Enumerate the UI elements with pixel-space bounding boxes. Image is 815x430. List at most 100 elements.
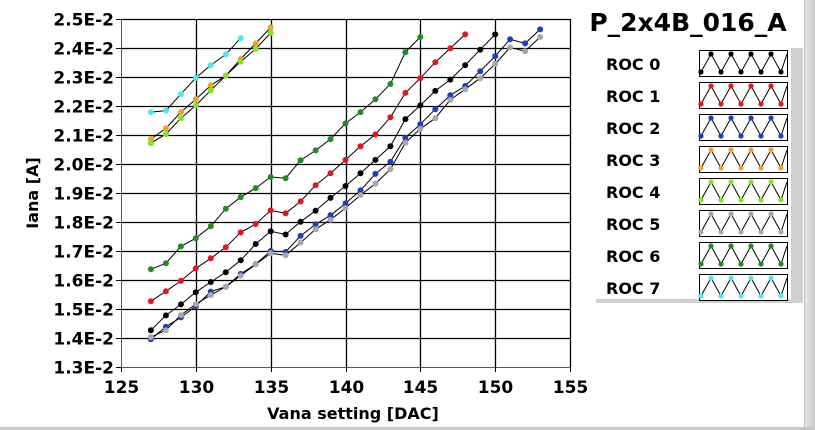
y-tick-label: 1.8E-2 (53, 214, 114, 234)
data-point (222, 205, 229, 212)
legend-marker (768, 179, 774, 185)
x-tick-label: 155 (553, 378, 589, 398)
data-point (207, 292, 214, 299)
series-line (150, 34, 466, 302)
data-point (402, 139, 409, 146)
window-bottom-edge (0, 427, 815, 430)
legend-marker (778, 69, 784, 75)
data-point (387, 166, 394, 173)
series-roc-7 (147, 35, 244, 116)
y-tick-label: 2.4E-2 (53, 40, 114, 60)
series-layer (147, 24, 544, 343)
data-point (327, 136, 334, 143)
legend-marker (778, 101, 784, 107)
series-roc-3 (147, 24, 274, 143)
data-point (147, 334, 154, 341)
legend-label: ROC 7 (606, 279, 660, 298)
y-tick-label: 1.3E-2 (53, 359, 114, 379)
data-point (252, 40, 259, 47)
data-point (492, 61, 499, 67)
data-point (312, 147, 319, 154)
data-point (297, 239, 304, 246)
data-point (327, 194, 334, 201)
data-point (177, 301, 184, 308)
data-point (297, 218, 304, 225)
y-tick-label: 1.4E-2 (53, 330, 114, 350)
legend-marker (758, 165, 764, 171)
data-point (177, 91, 184, 98)
data-point (192, 235, 199, 242)
legend-zigzag (700, 244, 788, 266)
legend-marker (718, 197, 724, 203)
legend-zigzag (700, 84, 788, 106)
y-tick-label: 2.1E-2 (53, 127, 114, 147)
data-point (207, 279, 214, 285)
data-point (357, 187, 364, 194)
legend-marker (758, 261, 764, 267)
data-point (162, 288, 169, 295)
legend-item-roc-2: ROC 2 (606, 114, 788, 141)
data-point (282, 252, 289, 259)
chart-title: P_2x4B_016_A (589, 8, 787, 37)
legend-marker (778, 197, 784, 203)
data-point (342, 205, 349, 212)
legend-marker (748, 83, 754, 89)
legend-marker (708, 243, 714, 249)
legend-marker (728, 83, 734, 89)
legend-item-roc-3: ROC 3 (606, 146, 788, 173)
legend-marker (738, 133, 744, 139)
legend-marker (708, 275, 714, 281)
data-point (177, 312, 184, 319)
legend-marker (728, 115, 734, 121)
legend-marker (768, 51, 774, 57)
legend-marker (778, 229, 784, 235)
y-tick-label: 2.5E-2 (53, 11, 114, 31)
legend-marker (718, 133, 724, 139)
data-point (252, 241, 259, 247)
legend-marker (748, 51, 754, 57)
y-axis-ticks: 1.3E-2 1.4E-2 1.5E-2 1.6E-2 1.7E-2 1.8E-2 1.9E… (53, 11, 121, 379)
legend-marker (698, 293, 704, 299)
data-point (177, 277, 184, 284)
legend-marker (738, 261, 744, 267)
legend-marker (748, 179, 754, 185)
series-line (150, 34, 496, 331)
data-point (447, 45, 454, 52)
data-point (222, 269, 229, 276)
legend-marker (708, 115, 714, 121)
legend-marker (738, 101, 744, 107)
legend-item-roc-6: ROC 6 (606, 242, 788, 269)
legend-label: ROC 2 (606, 119, 660, 138)
legend-label: ROC 3 (606, 151, 660, 170)
legend-marker (718, 293, 724, 299)
data-point (267, 24, 274, 31)
data-point (192, 289, 199, 296)
data-point (327, 212, 334, 219)
data-point (282, 231, 289, 238)
data-point (312, 182, 319, 189)
data-point (252, 221, 259, 227)
data-point (207, 87, 214, 94)
data-point (417, 102, 424, 109)
data-point (312, 207, 319, 214)
data-point (492, 53, 499, 60)
data-point (222, 283, 229, 290)
legend-item-roc-1: ROC 1 (606, 82, 788, 109)
data-point (147, 298, 154, 305)
data-point (432, 115, 439, 122)
grid-lines (121, 18, 572, 367)
data-point (417, 121, 424, 128)
data-point (417, 75, 424, 82)
data-point (402, 134, 409, 141)
data-point (267, 250, 274, 257)
legend-marker (768, 243, 774, 249)
legend-marker (698, 261, 704, 267)
data-point (192, 265, 199, 272)
data-point (357, 170, 364, 177)
data-point (237, 257, 244, 264)
legend-marker (778, 293, 784, 299)
series-roc-4 (147, 29, 274, 147)
legend-label: ROC 1 (606, 87, 660, 106)
legend-marker (748, 211, 754, 217)
